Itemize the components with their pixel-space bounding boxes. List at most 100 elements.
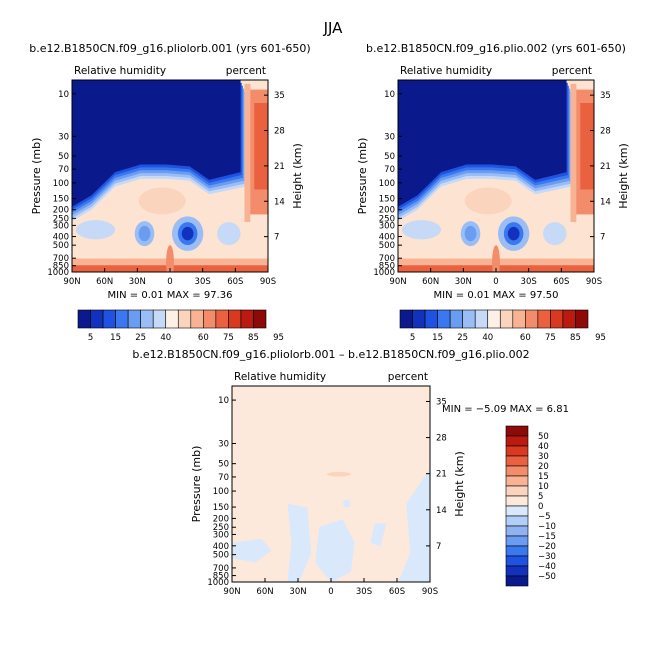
colorbar-swatch (505, 575, 529, 587)
colorbar-swatch (152, 309, 167, 329)
colorbar-label: 5 (88, 333, 93, 343)
colorbar: 5 15 25 40 60 75 85 95 (399, 309, 606, 343)
contour-band (401, 220, 442, 240)
chart-title: b.e12.B1850CN.f09_g16.pliolorb.001 – b.e… (132, 348, 529, 361)
contour-band (138, 225, 151, 242)
colorbar-swatch (215, 309, 229, 329)
colorbar: 5 15 25 40 60 75 85 95 (77, 309, 284, 343)
colorbar-swatch (505, 505, 529, 517)
colorbar-label: 10 (538, 482, 549, 492)
colorbar-label: 40 (538, 442, 549, 452)
y-tick-label: 700 (53, 254, 69, 264)
colorbar-swatch (102, 309, 116, 329)
x-tick-label: 60N (256, 587, 273, 597)
colorbar-label: 25 (135, 333, 146, 343)
contour-band (492, 245, 500, 272)
x-tick-label: 90S (422, 587, 438, 597)
x-tick-label: 30S (521, 277, 537, 287)
colorbar-swatch (253, 309, 267, 329)
y-right-tick-label: 28 (274, 127, 285, 137)
colorbar-swatch (550, 309, 564, 329)
contour-field (232, 386, 430, 582)
colorbar-swatch (505, 425, 529, 437)
colorbar-label: 40 (482, 333, 493, 343)
colorbar-swatch (505, 555, 529, 567)
y-tick-label: 100 (213, 487, 229, 497)
y-right-axis-label: Height (km) (453, 451, 466, 517)
contour-field (72, 80, 268, 272)
chart-subtitle-right: percent (388, 371, 428, 383)
y-tick-label: 400 (213, 542, 229, 552)
colorbar-swatch (228, 309, 242, 329)
colorbar-swatch (525, 309, 539, 329)
y-tick-label: 300 (53, 221, 69, 231)
colorbar-swatch (140, 309, 154, 329)
colorbar-swatch (505, 435, 529, 447)
y-tick-label: 700 (213, 564, 229, 574)
colorbar-label: 85 (570, 333, 581, 343)
colorbar-label: 5 (538, 492, 543, 502)
y-right-tick-label: 35 (274, 91, 285, 101)
y-axis-label: Pressure (mb) (30, 138, 43, 215)
chart-subtitle-left: Relative humidity (400, 65, 492, 77)
contour-band (342, 499, 351, 508)
colorbar-label: 15 (538, 472, 549, 482)
y-tick-label: 50 (58, 152, 69, 162)
y-tick-label: 1000 (47, 268, 69, 278)
colorbar-swatch (203, 309, 217, 329)
y-right-tick-label: 7 (274, 233, 279, 243)
x-tick-label: 60S (389, 587, 405, 597)
x-tick-label: 60S (553, 277, 569, 287)
y-tick-label: 250 (379, 214, 395, 224)
y-tick-label: 300 (213, 530, 229, 540)
colorbar-swatch (562, 309, 576, 329)
y-tick-label: 10 (218, 396, 229, 406)
colorbar-swatch (115, 309, 129, 329)
x-tick-label: 60S (227, 277, 243, 287)
contour-band (138, 187, 186, 215)
x-tick-label: 90N (63, 277, 80, 287)
y-tick-label: 10 (384, 90, 395, 100)
min-max-text: MIN = 0.01 MAX = 97.36 (108, 290, 233, 301)
chart-subtitle-left: Relative humidity (234, 371, 326, 383)
colorbar-label: 15 (110, 333, 121, 343)
contour-band (464, 187, 512, 215)
colorbar-label: −20 (538, 542, 556, 552)
colorbar-label: 95 (273, 333, 284, 343)
colorbar-swatch (462, 309, 476, 329)
colorbar-label: 40 (160, 333, 171, 343)
colorbar-swatch (424, 309, 438, 329)
contour-band (370, 523, 387, 547)
colorbar-label: 15 (432, 333, 443, 343)
x-tick-label: 90S (586, 277, 602, 287)
y-tick-label: 400 (379, 233, 395, 243)
contour-band (244, 83, 251, 223)
contour-band (580, 103, 594, 190)
colorbar-label: −40 (538, 562, 556, 572)
x-tick-label: 30N (129, 277, 146, 287)
x-tick-label: 0 (167, 277, 172, 287)
colorbar-swatch (127, 309, 141, 329)
colorbar-label: 60 (520, 333, 531, 343)
chart-panel-3: b.e12.B1850CN.f09_g16.pliolorb.001 – b.e… (132, 348, 569, 597)
colorbar-swatch (505, 475, 529, 487)
colorbar-swatch (474, 309, 489, 329)
x-tick-label: 90S (260, 277, 276, 287)
y-right-axis-label: Height (km) (617, 143, 630, 209)
colorbar-swatch (505, 565, 529, 577)
colorbar-swatch (505, 465, 529, 477)
y-right-tick-label: 35 (436, 397, 447, 407)
y-tick-label: 200 (213, 514, 229, 524)
y-tick-label: 100 (379, 179, 395, 189)
y-tick-label: 500 (379, 241, 395, 251)
x-tick-label: 30S (356, 587, 372, 597)
y-tick-label: 70 (384, 165, 395, 175)
y-tick-label: 10 (58, 90, 69, 100)
colorbar-label: 5 (410, 333, 415, 343)
colorbar-swatch (505, 525, 529, 537)
y-tick-label: 50 (218, 460, 229, 470)
colorbar-label: 25 (457, 333, 468, 343)
y-tick-label: 250 (53, 214, 69, 224)
